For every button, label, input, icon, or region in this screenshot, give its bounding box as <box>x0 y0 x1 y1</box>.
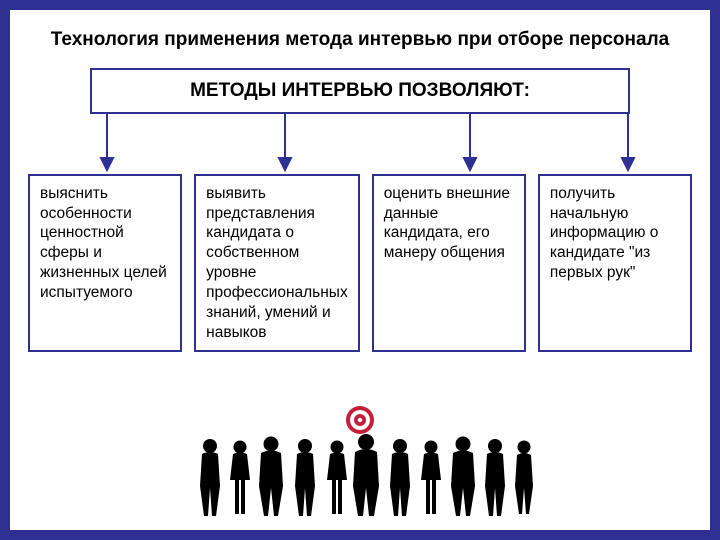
box-1: выяснить особенности ценностной сферы и … <box>28 174 182 353</box>
boxes-row: выяснить особенности ценностной сферы и … <box>10 174 710 353</box>
slide-frame: Технология применения метода интервью пр… <box>0 0 720 540</box>
box-2: выявить представления кандидата о собств… <box>194 174 360 353</box>
arrows-svg <box>10 114 710 174</box>
header-box: МЕТОДЫ ИНТЕРВЬЮ ПОЗВОЛЯЮТ: <box>90 68 630 114</box>
box-4: получить начальную информацию о кандидат… <box>538 174 692 353</box>
box-3: оценить внешние данные кандидата, его ма… <box>372 174 526 353</box>
arrows-area <box>10 114 710 174</box>
slide-title: Технология применения метода интервью пр… <box>10 10 710 68</box>
people-illustration <box>180 398 540 518</box>
people-silhouettes <box>200 434 533 516</box>
target-icon <box>346 406 374 434</box>
